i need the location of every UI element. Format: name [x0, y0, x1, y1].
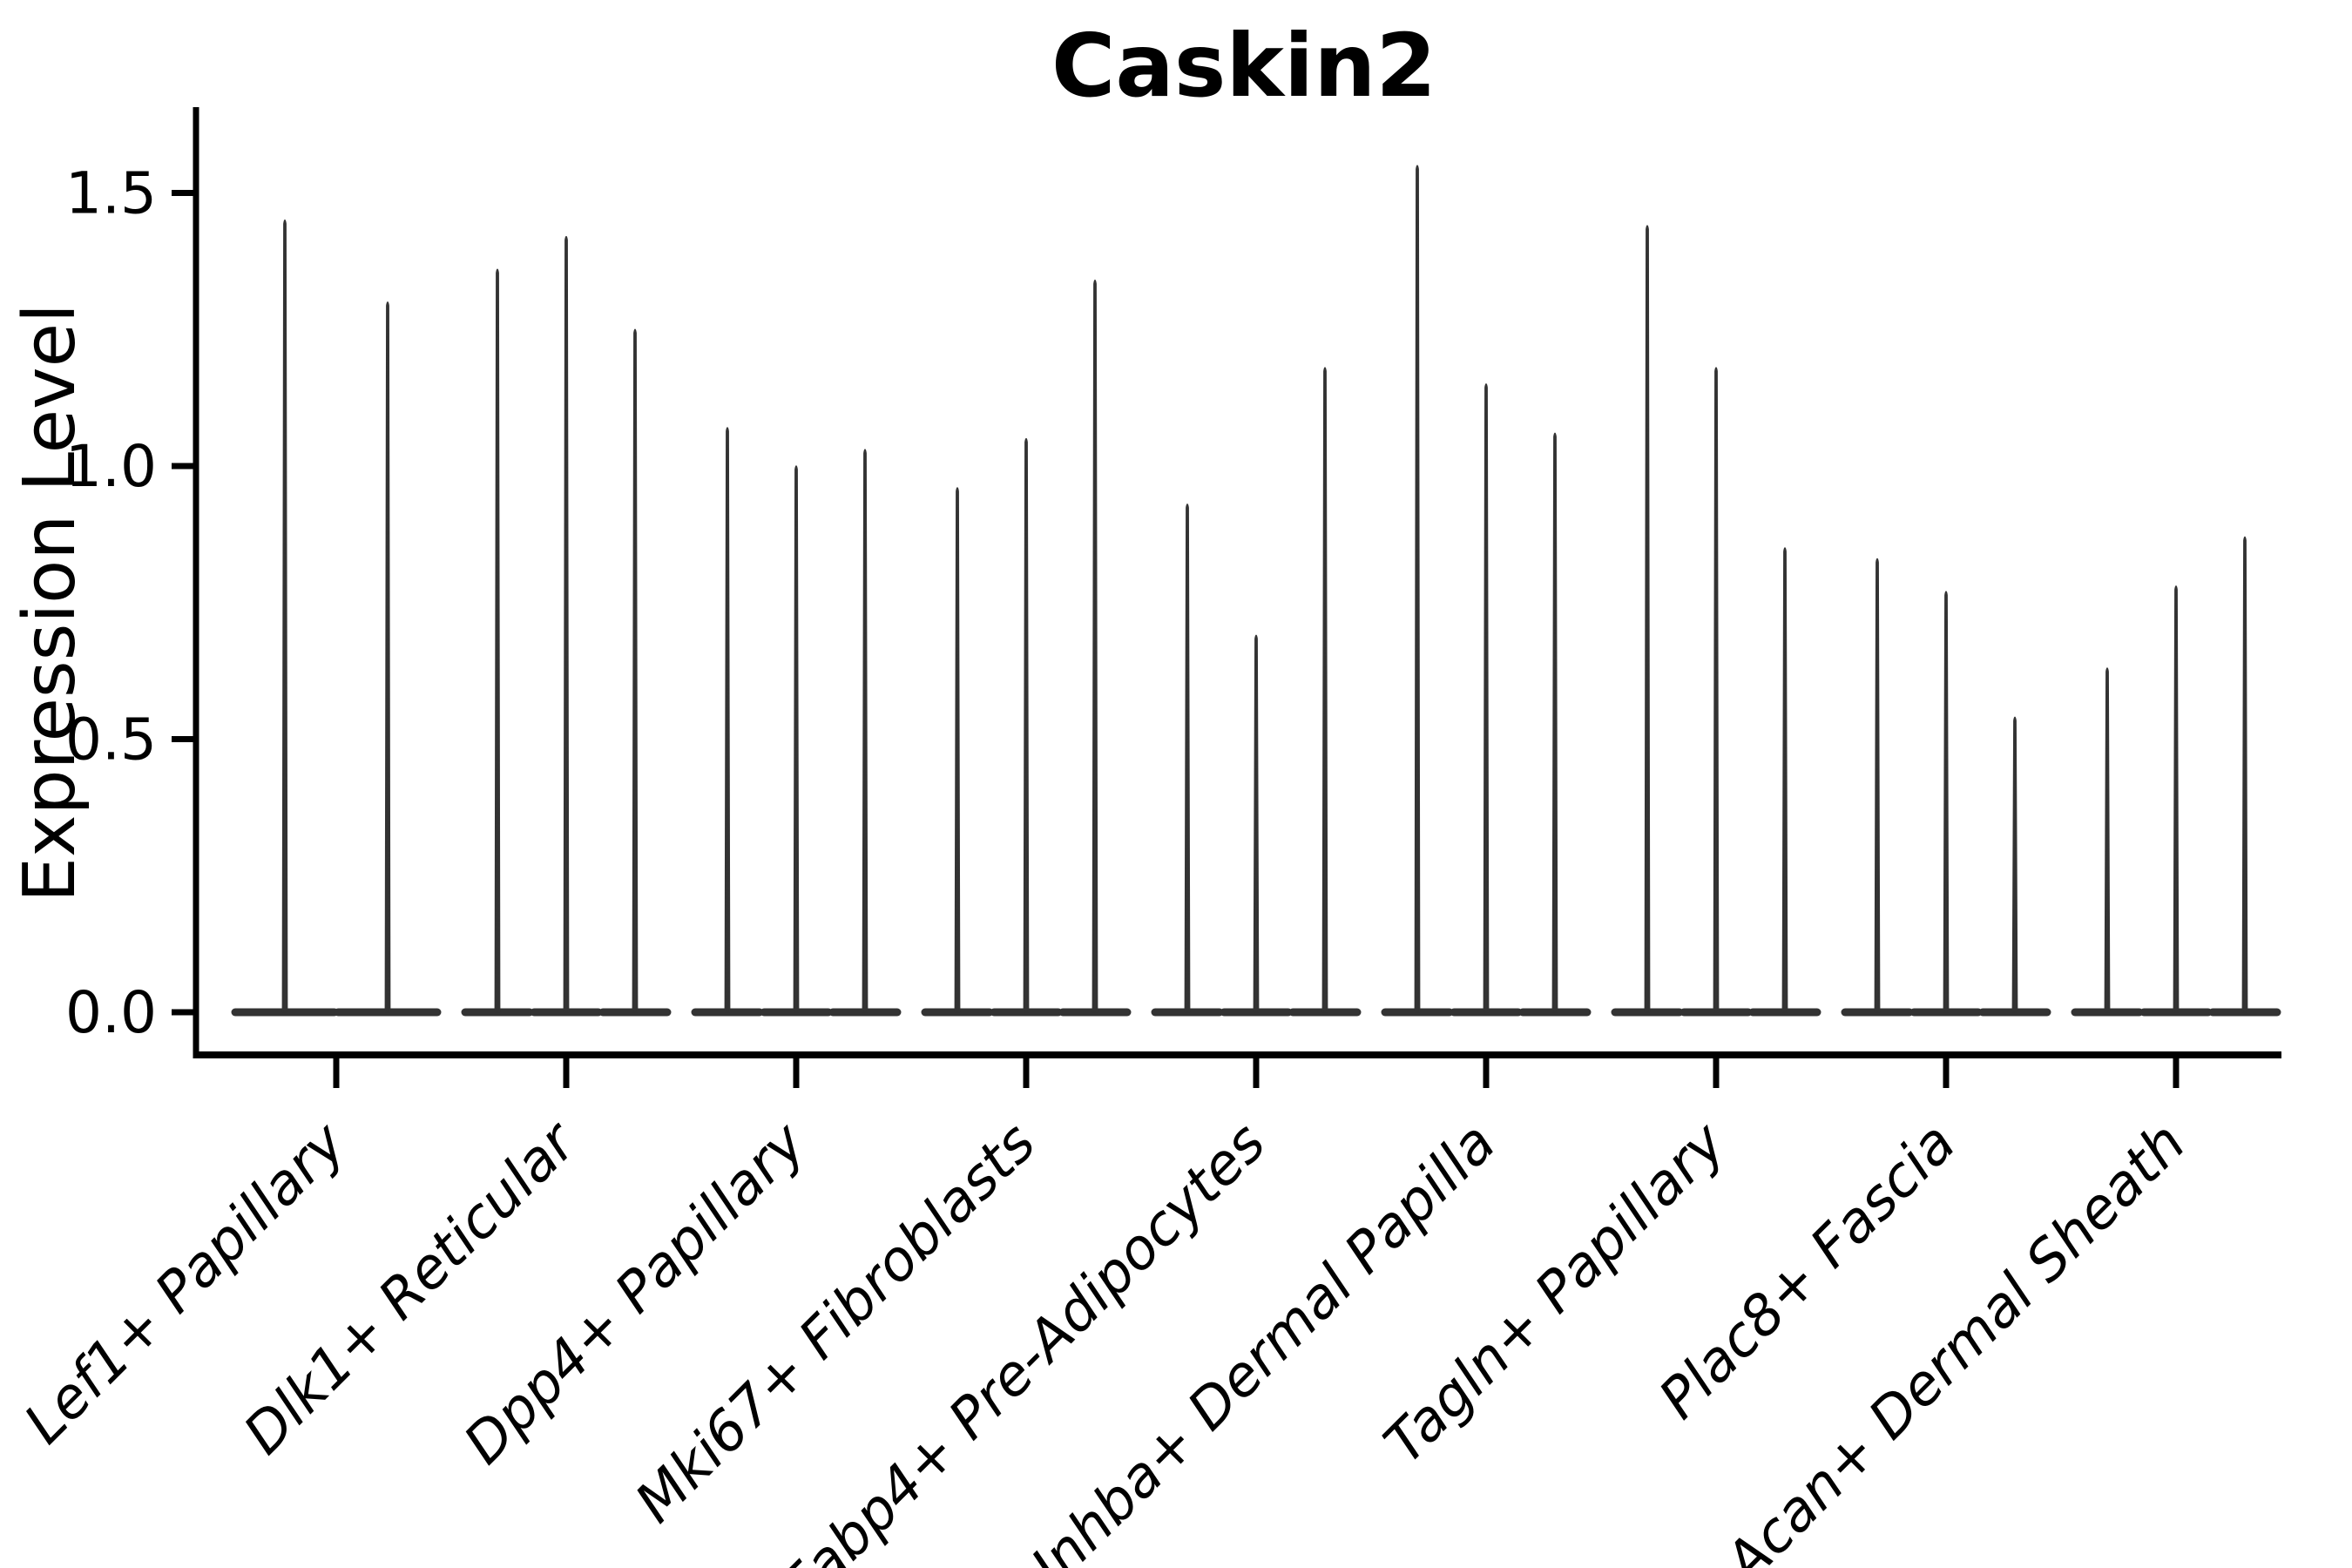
violin-spike [2104, 667, 2111, 1013]
violin-spike [1483, 383, 1490, 1013]
violin-group-8 [1841, 558, 2051, 1017]
violin-group-1 [231, 220, 442, 1017]
violin-group-6 [1381, 165, 1592, 1017]
violin-spike [2011, 716, 2018, 1013]
violins-layer [231, 165, 2281, 1017]
violin-spike [2241, 536, 2248, 1013]
y-tick-label: 1.0 [65, 433, 157, 500]
violin-spike [793, 465, 800, 1013]
violin-group-3 [691, 427, 902, 1017]
violin-spike [563, 235, 570, 1013]
violin-spike [1713, 367, 1720, 1013]
violin-group-7 [1611, 225, 1821, 1017]
violin-spike [2173, 585, 2180, 1013]
violin-spike [1184, 504, 1191, 1013]
violin-spike [1321, 367, 1328, 1013]
chart-title: Caskin2 [1051, 15, 1436, 117]
y-ticks: 1.5 1.0 0.5 0.0 [65, 160, 193, 1046]
violin-spike [1551, 432, 1558, 1013]
y-axis-label: Expression Level [9, 303, 91, 902]
violin-group-5 [1151, 367, 1362, 1017]
violin-spike [494, 268, 501, 1013]
violin-spike [281, 220, 288, 1013]
violin-spike [1874, 558, 1881, 1013]
violin-spike [1092, 280, 1098, 1013]
violin-spike [632, 328, 639, 1013]
violin-spike [954, 487, 961, 1013]
y-tick-label: 0.5 [65, 706, 157, 774]
y-tick-label: 1.5 [65, 160, 157, 227]
violin-spike [1943, 591, 1950, 1013]
violin-spike [1414, 165, 1421, 1013]
violin-group-9 [2071, 536, 2281, 1017]
violin-group-2 [461, 235, 672, 1017]
violin-spike [384, 301, 391, 1013]
violin-group-4 [921, 280, 1132, 1017]
violin-spike [1023, 437, 1030, 1013]
violin-spike [1253, 634, 1260, 1013]
violin-spike [862, 449, 868, 1013]
violin-spike [724, 427, 731, 1013]
x-category-label: Mki67+ Fibroblasts [624, 1111, 1049, 1536]
violin-spike [1644, 225, 1651, 1013]
violin-spike [1781, 547, 1788, 1013]
y-tick-label: 0.0 [65, 979, 157, 1046]
